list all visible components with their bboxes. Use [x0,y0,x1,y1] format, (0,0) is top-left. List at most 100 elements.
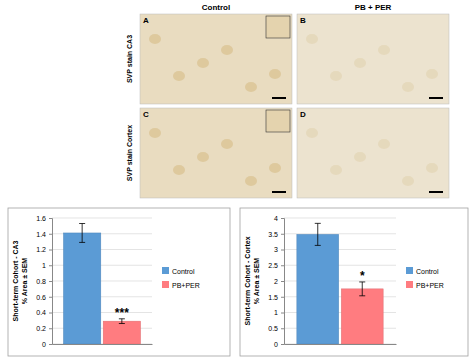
inset [266,16,290,38]
cell-texture [426,163,438,173]
legend-swatch [162,281,169,288]
legend-label: PB+PER [416,282,444,289]
panel-letter: D [300,110,306,119]
cell-texture [306,128,318,138]
tick-mark [281,281,284,282]
legend: ControlPB+PER [162,267,200,289]
cell-texture [378,45,390,55]
chart-frame [240,208,468,356]
cell-texture [149,34,161,44]
tick-label: 2 [274,278,278,285]
bars [63,224,140,344]
tick-label: 0 [42,341,46,348]
grid-line [284,218,396,219]
bars [297,223,383,344]
legend-label: Control [172,268,195,275]
tick-mark [281,344,284,345]
tick-label: 1.4 [36,230,46,237]
cell-texture [426,69,438,79]
tick-label: 3.5 [268,230,278,237]
error-bar [359,282,365,296]
y-axis-title: % Area ± SEM [253,258,260,305]
cell-texture [173,165,185,175]
tick: 0 [42,341,52,348]
y-axis-title: Short-term Cohort - CA3 [12,240,19,321]
legend-label: Control [416,268,439,275]
error-cap [315,245,321,246]
scale-bar [272,97,286,99]
tick-mark [281,265,284,266]
error-cap [119,318,125,319]
scale-bar [429,191,443,193]
cell-texture [245,176,257,186]
tick-label: 0.2 [36,325,46,332]
axis-line [49,219,53,345]
scale-bar [272,191,286,193]
error-bar [119,319,125,324]
row-label: SVP stain Cortex [126,125,133,181]
micrograph-panel: A [140,14,292,104]
axis-line [281,219,285,345]
tick-mark [281,250,284,251]
scale-bar [429,97,443,99]
tick-label: 1.6 [36,215,46,222]
tick-label: 1 [274,309,278,316]
significance: * [360,269,365,283]
cell-texture [245,82,257,92]
error-bar [79,224,85,243]
cell-texture [269,163,281,173]
tick-mark [49,313,52,314]
error-cap [119,323,125,324]
micrograph-panel: D [297,108,449,198]
chart-frame [8,208,230,356]
cell-texture [354,152,366,162]
tick-label: 2.5 [268,262,278,269]
row-label: SVP stain CA3 [126,35,133,83]
tick-label: 3 [274,246,278,253]
tick-mark [281,234,284,235]
tick: 0.8 [36,278,52,285]
tick: 0.5 [268,325,284,332]
bar [63,233,100,344]
error-line [317,223,318,245]
cell-texture [330,71,342,81]
tick-mark [49,265,52,266]
tick-mark [49,234,52,235]
plot-area: *00.511.522.533.54 [268,215,396,348]
tick-label: 1 [42,262,46,269]
tick: 3.5 [268,230,284,237]
cell-texture [149,128,161,138]
error-cap [79,242,85,243]
error-cap [79,223,85,224]
tick-mark [49,250,52,251]
tick: 0.4 [36,309,52,316]
error-cap [315,223,321,224]
tick-label: 0.8 [36,278,46,285]
tick: 1 [274,309,284,316]
micrograph-image [140,108,292,198]
tick-label: 0.6 [36,293,46,300]
cell-texture [221,139,233,149]
plot-area: ***00.20.40.60.811.21.41.6 [36,215,152,348]
cell-texture [197,58,209,68]
error-line [362,282,363,296]
micrograph-panel: C [140,108,292,198]
chart: ***00.20.40.60.811.21.41.6Short-term Coh… [8,208,230,356]
tick: 2.5 [268,262,284,269]
y-axis: 0 0.2 0.4 0.6 0.8 1 1.2 1.4 1.6 [36,215,52,348]
bar [103,321,140,344]
tick-mark [49,344,52,345]
grid-line [52,218,152,219]
tick: 4 [274,215,284,222]
tick: 1 [42,262,52,269]
tick-mark [281,328,284,329]
micrograph-image [140,14,292,104]
panel-letter: A [143,16,149,25]
cell-texture [402,176,414,186]
grid [284,218,396,344]
y-axis-title: Short-term Cohort - Cortex [244,236,251,325]
legend: Control PB+PER [406,267,444,289]
tick-label: 1.2 [36,246,46,253]
error-cap [359,295,365,296]
legend-swatch [406,267,413,274]
